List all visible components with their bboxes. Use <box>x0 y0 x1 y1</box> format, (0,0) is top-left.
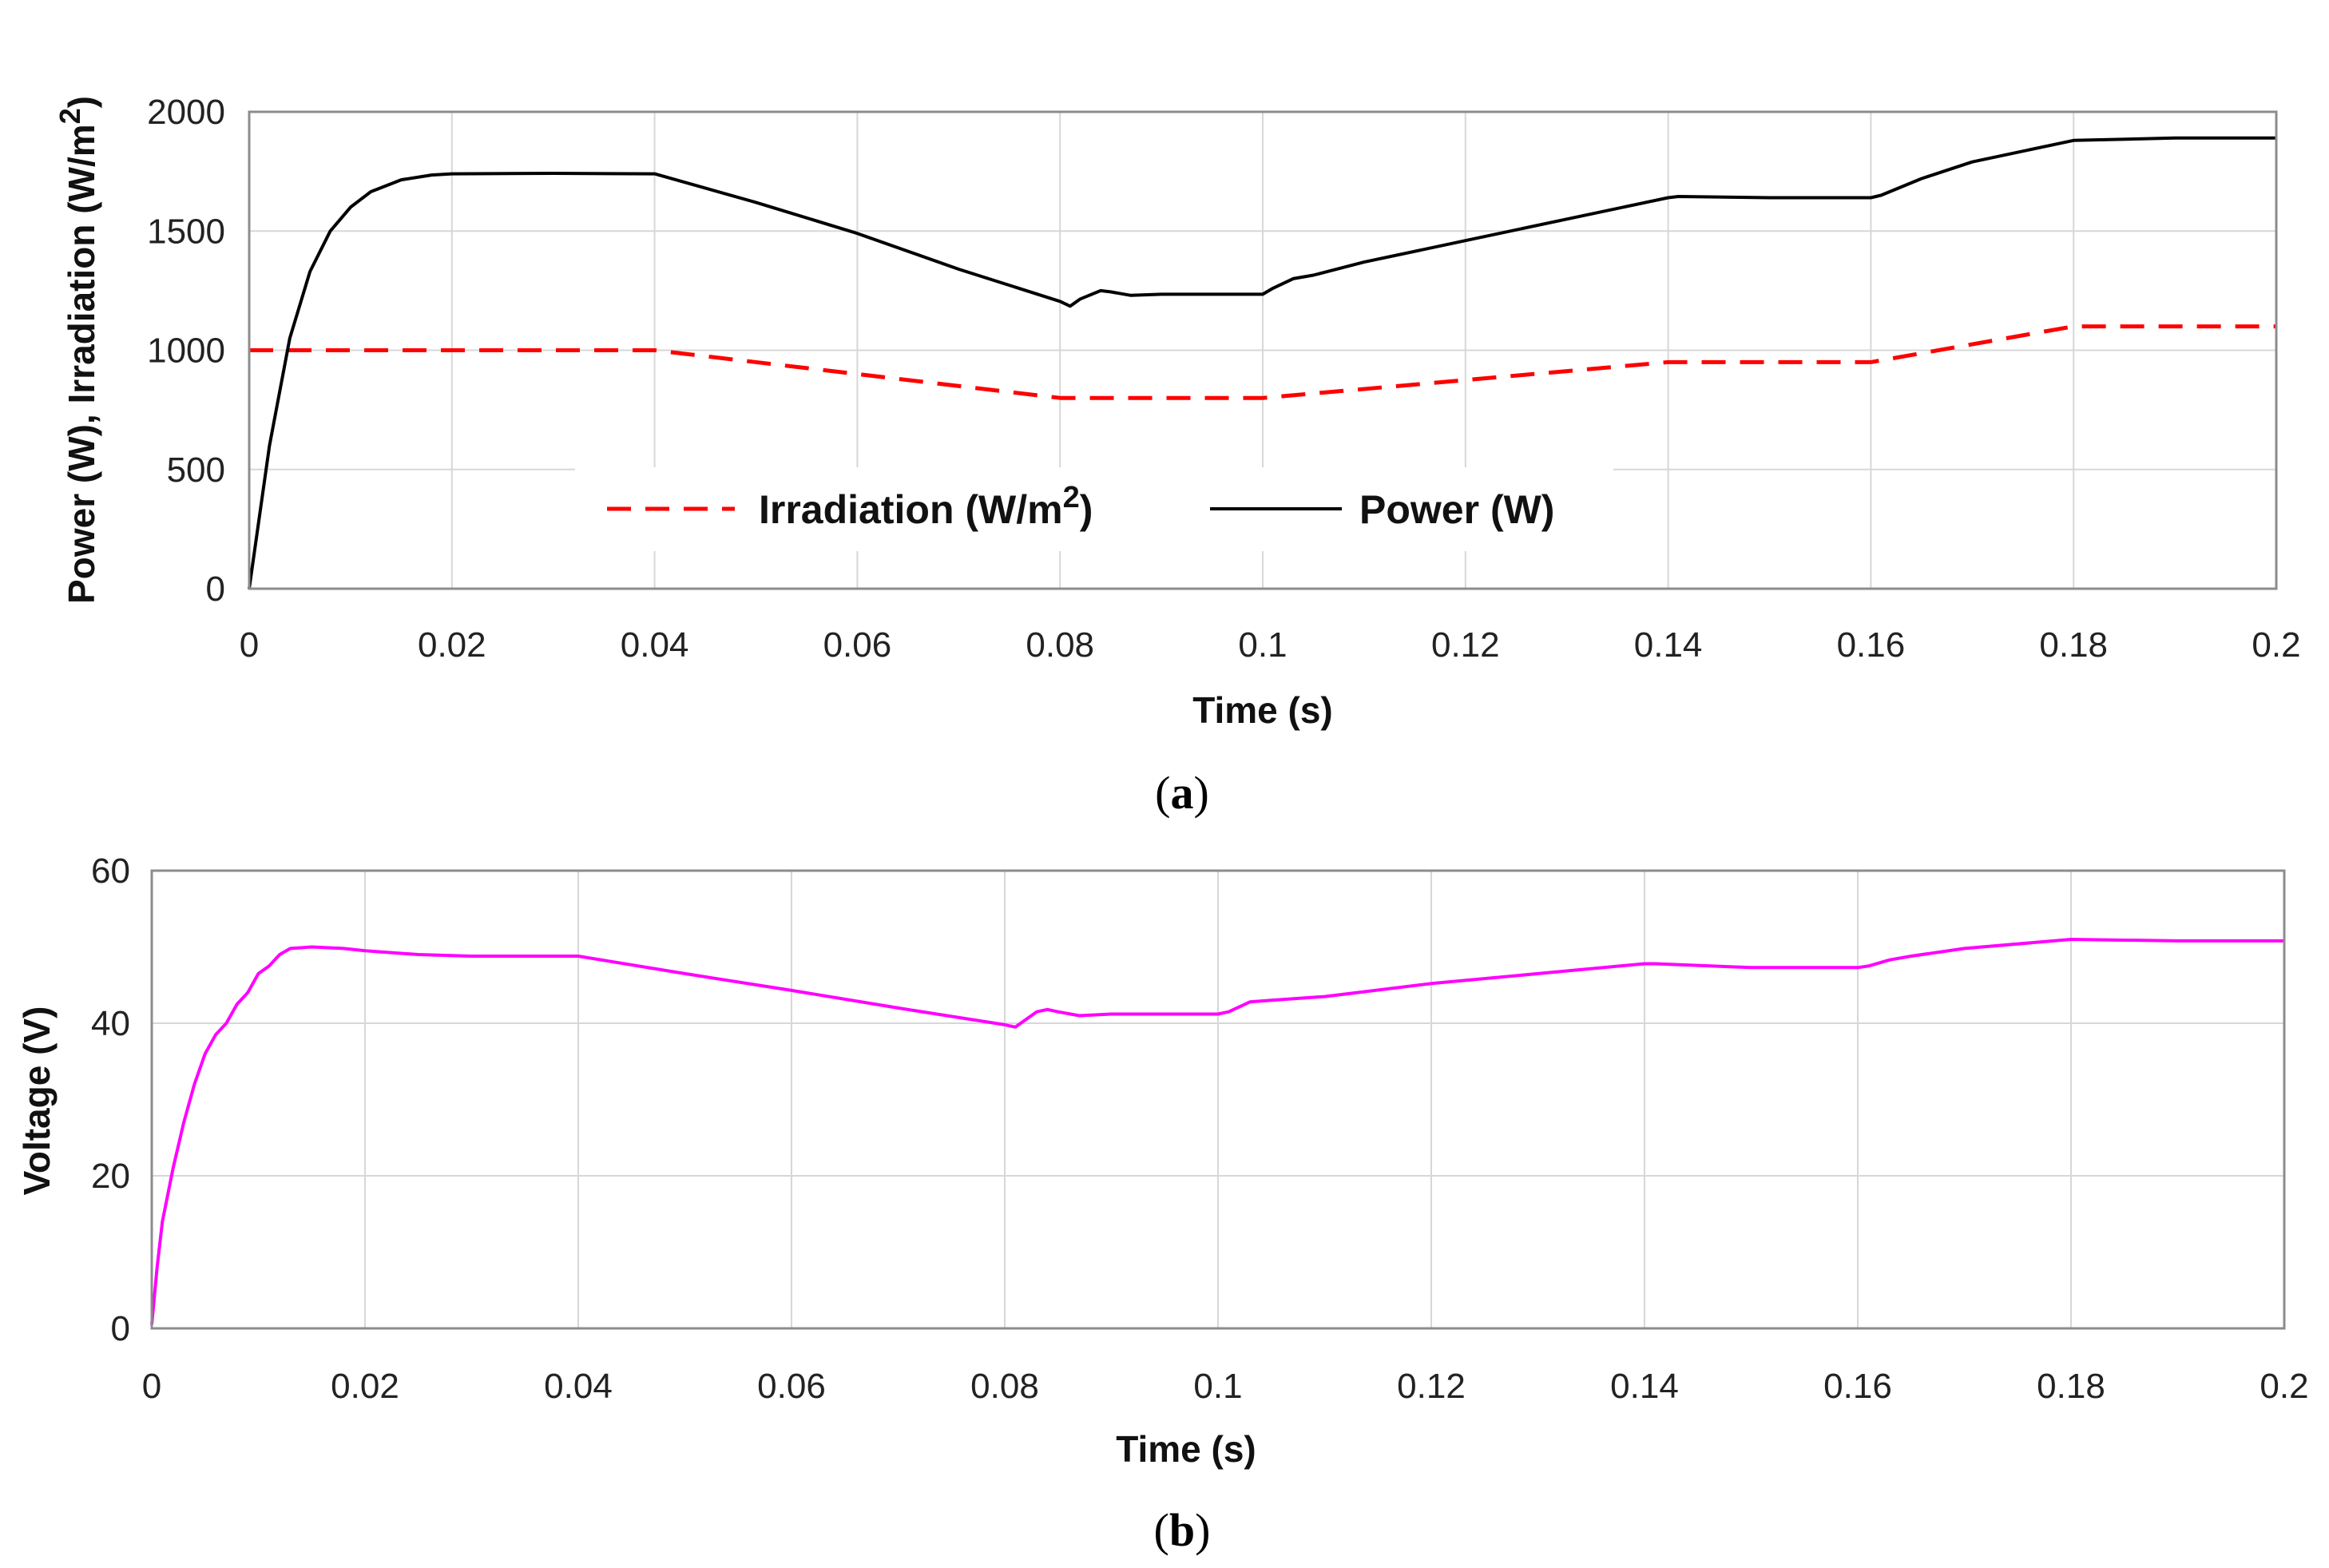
panel-label-a: (a) <box>1155 767 1209 819</box>
y-tick-label-a: 1500 <box>147 212 225 251</box>
x-tick-label-b: 0.18 <box>2037 1367 2105 1406</box>
y-tick-label-a: 500 <box>167 451 225 490</box>
x-axis-label-b: Time (s) <box>1116 1428 1256 1470</box>
y-tick-label-a: 0 <box>206 570 225 609</box>
x-tick-label-b: 0.1 <box>1193 1367 1242 1406</box>
panel-label-a-letter: a <box>1171 767 1194 819</box>
legend-label-power: Power (W) <box>1359 487 1554 532</box>
x-tick-label-a: 0.16 <box>1837 625 1906 665</box>
x-tick-label-a: 0.2 <box>2252 625 2300 665</box>
x-tick-label-a: 0.06 <box>823 625 892 665</box>
x-tick-label-a: 0.02 <box>418 625 486 665</box>
x-tick-label-b: 0.02 <box>331 1367 399 1406</box>
x-tick-label-b: 0.16 <box>1823 1367 1892 1406</box>
x-ticks-a: 0 0.02 0.04 0.06 0.08 0.1 0.12 0.14 0.16 0.18 0.2 <box>240 625 2301 665</box>
y-ticks-b: 0 20 40 60 <box>91 851 130 1348</box>
x-tick-label-a: 0.14 <box>1634 625 1703 665</box>
x-tick-label-b: 0.04 <box>544 1367 613 1406</box>
x-tick-label-a: 0 <box>240 625 259 665</box>
series-group-a <box>248 136 2276 589</box>
y-tick-label-b: 0 <box>111 1309 130 1348</box>
y-tick-label-b: 40 <box>91 1004 130 1043</box>
panel-label-b-letter: b <box>1169 1504 1195 1556</box>
plot-border-b <box>150 869 2286 1330</box>
legend-a: Irradiation (W/m2) Power (W) <box>575 467 1613 551</box>
series-line-voltage <box>150 938 2284 1325</box>
y-axis-label-a-close: ) <box>61 96 102 108</box>
x-tick-label-a: 0.18 <box>2039 625 2108 665</box>
panel-b-chart: 0 20 40 60 0 0.02 0.04 0.06 0.08 0.1 0.12 0.14 0.16… <box>16 851 2309 1556</box>
series-group-b <box>150 938 2284 1325</box>
x-tick-label-b: 0.06 <box>757 1367 826 1406</box>
legend-irradiation-close: ) <box>1080 487 1093 532</box>
y-tick-label-a: 1000 <box>147 331 225 371</box>
grid-b <box>152 871 2284 1328</box>
series-line-power <box>248 136 2276 589</box>
y-axis-label-a-text: Power (W), Irradiation (W/m <box>61 124 102 604</box>
x-tick-label-b: 0.08 <box>970 1367 1039 1406</box>
legend-irradiation-sup: 2 <box>1063 481 1080 514</box>
panel-label-b: (b) <box>1154 1504 1211 1556</box>
legend-label-irradiation: Irradiation (W/m2) <box>759 481 1093 532</box>
x-ticks-b: 0 0.02 0.04 0.06 0.08 0.1 0.12 0.14 0.16 0.18 0.2 <box>142 1367 2309 1406</box>
x-tick-label-a: 0.12 <box>1431 625 1500 665</box>
legend-irradiation-text: Irradiation (W/m <box>759 487 1063 532</box>
y-axis-label-b: Voltage (V) <box>16 1006 58 1196</box>
x-axis-label-a: Time (s) <box>1192 689 1333 731</box>
x-tick-label-b: 0.12 <box>1397 1367 1466 1406</box>
panel-a-chart: 0 500 1000 1500 2000 0 0.02 0.04 0.06 0.08 0.1 0.1… <box>54 93 2301 819</box>
x-tick-label-b: 0.14 <box>1610 1367 1679 1406</box>
x-tick-label-a: 0.04 <box>621 625 689 665</box>
plot-border-a <box>248 110 2278 590</box>
x-tick-label-b: 0 <box>142 1367 161 1406</box>
x-tick-label-a: 0.08 <box>1026 625 1094 665</box>
series-line-irradiation <box>249 324 2276 400</box>
y-ticks-a: 0 500 1000 1500 2000 <box>147 93 225 609</box>
y-tick-label-a: 2000 <box>147 93 225 132</box>
y-axis-label-a-sup: 2 <box>54 108 86 124</box>
y-axis-label-a: Power (W), Irradiation (W/m2) <box>54 96 102 604</box>
y-tick-label-b: 60 <box>91 851 130 891</box>
legend-box-a <box>575 467 1613 551</box>
y-tick-label-b: 20 <box>91 1157 130 1196</box>
x-tick-label-b: 0.2 <box>2260 1367 2308 1406</box>
x-tick-label-a: 0.1 <box>1238 625 1287 665</box>
